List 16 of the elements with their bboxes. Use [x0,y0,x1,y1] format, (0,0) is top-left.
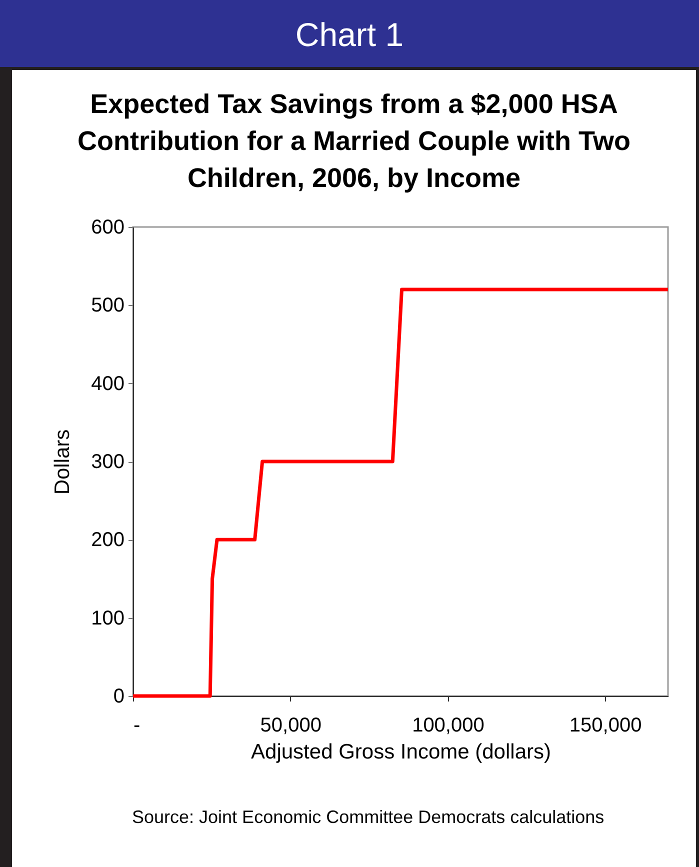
y-tick-label: 300 [91,451,124,473]
source-note: Source: Joint Economic Committee Democrats calculations [132,806,606,829]
caption: Chart 1 [0,0,699,70]
x-tick-label: 100,000 [412,714,484,736]
x-tick-label: - [134,714,140,736]
x-tick-label: 150,000 [569,714,642,736]
y-tick-label: 600 [91,216,124,238]
chart-title: Expected Tax Savings from a $2,000 HSA Contribution for a Married Couple with Two Children, 2006, by Income [76,88,632,195]
y-tick-label: 100 [91,607,124,630]
y-tick-label: 500 [91,294,124,317]
y-tick-label: 200 [91,529,124,552]
y-tick-label: 400 [91,372,124,395]
x-axis-title: Adjusted Gross Income (dollars) [251,740,551,764]
y-tick-label: 0 [113,686,124,708]
x-tick-label: 50,000 [260,714,322,736]
y-axis-title: Dollars [51,429,74,495]
